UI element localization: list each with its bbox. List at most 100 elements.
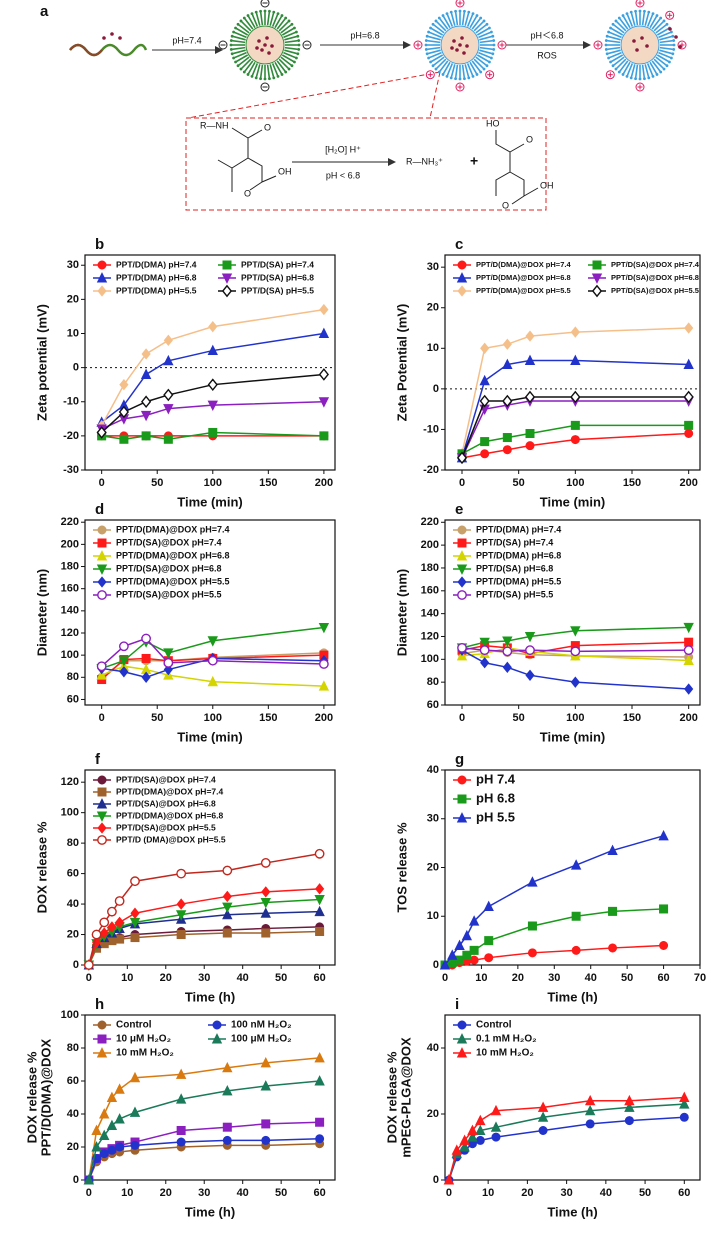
- micelle-chain: [430, 27, 444, 36]
- x-tick-label: 200: [679, 477, 697, 489]
- series-line: [461, 400, 689, 459]
- marker: [119, 379, 129, 391]
- legend-label: PPT/D(DMA) pH=6.8: [476, 550, 561, 560]
- marker: [480, 437, 490, 447]
- micelle-head: [659, 16, 663, 20]
- marker: [141, 395, 152, 409]
- micelle-head: [272, 76, 276, 80]
- micelle-head: [665, 22, 669, 26]
- marker: [83, 1174, 95, 1185]
- series-line: [101, 373, 324, 434]
- marker: [490, 1104, 502, 1116]
- arrow-label: pH=6.8: [350, 30, 379, 40]
- micelle-chain: [655, 56, 668, 67]
- legend-marker: [591, 273, 603, 284]
- marker: [684, 428, 694, 438]
- micelle-chain: [471, 17, 482, 30]
- marker: [570, 420, 580, 430]
- x-tick-label: 60: [313, 972, 325, 984]
- marker: [537, 1101, 549, 1112]
- legend-marker: [96, 1047, 108, 1058]
- micelle-chain: [231, 39, 246, 44]
- y-tick-label: 20: [67, 293, 79, 305]
- marker: [683, 645, 694, 656]
- micelle-chain: [653, 58, 665, 70]
- legend-label: pH 5.5: [476, 809, 515, 824]
- product-bonds: [495, 130, 539, 205]
- marker: [490, 1121, 502, 1132]
- legend-label: 10 μM H₂O₂: [116, 1034, 171, 1045]
- x-axis-title: Time (h): [547, 989, 597, 1004]
- legend-label: PPT/D(SA)@DOX pH=5.5: [611, 286, 699, 295]
- legend-marker: [97, 775, 107, 785]
- micelle-chain: [641, 11, 646, 26]
- legend-marker: [457, 525, 467, 535]
- marker: [99, 1108, 110, 1119]
- marker: [502, 636, 513, 647]
- y-axis-title: Diameter (nm): [394, 569, 409, 656]
- y-tick-label: 40: [427, 764, 439, 776]
- marker: [315, 1134, 325, 1144]
- marker: [525, 428, 535, 438]
- micelle-head: [458, 9, 462, 13]
- micelle-head: [655, 14, 659, 17]
- legend-label: pH 6.8: [476, 790, 515, 805]
- marker: [130, 907, 140, 919]
- legend-marker: [456, 1047, 468, 1058]
- micelle: [218, 0, 312, 92]
- legend-marker: [97, 260, 107, 270]
- legend-label: PPT/D (DMA)@DOX pH=5.5: [116, 834, 226, 844]
- series-line: [461, 647, 689, 662]
- y-tick-label: 160: [421, 585, 439, 597]
- legend-label: 10 mM H₂O₂: [116, 1048, 174, 1059]
- chart: b -30 -20 -10 0 10 20 30 0 50 100 150 200 Time (min) Z…: [34, 236, 336, 509]
- micelle-chain: [644, 11, 650, 26]
- marker: [140, 368, 152, 379]
- micelle-head: [490, 30, 493, 34]
- plot-frame: [84, 769, 336, 966]
- micelle-chain: [466, 63, 474, 77]
- micelle-head: [614, 67, 618, 71]
- legend-marker: [97, 1034, 107, 1044]
- micelle-head: [614, 19, 618, 23]
- micelle-head: [621, 14, 625, 17]
- panel-label: d: [95, 501, 104, 518]
- legend-label: PPT/D(SA)@DOX pH=6.8: [116, 798, 216, 808]
- marker: [659, 904, 669, 914]
- plot-frame: [84, 254, 336, 471]
- micelle-head: [611, 22, 615, 26]
- legend-marker: [456, 272, 468, 283]
- marker: [679, 1091, 690, 1102]
- marker: [163, 434, 173, 444]
- legend-label: PPT/D(DMA)@DOX pH=7.4: [116, 524, 230, 534]
- marker: [115, 916, 125, 929]
- panel-label: b: [95, 236, 104, 253]
- y-axis-title: Zeta potential (mV): [34, 304, 49, 421]
- micelle-head: [492, 39, 496, 42]
- marker: [459, 1134, 470, 1145]
- drug: [450, 46, 454, 50]
- product-amine: R—NH₃⁺: [406, 156, 443, 166]
- marker: [207, 378, 218, 391]
- series-line: [461, 327, 689, 454]
- drug: [640, 36, 644, 40]
- drug: [257, 39, 261, 43]
- panel-label: a: [40, 3, 49, 20]
- marker: [315, 926, 325, 936]
- micelle-chain: [284, 49, 299, 55]
- marker: [584, 1094, 596, 1106]
- micelle-chain: [475, 56, 488, 67]
- drug: [260, 48, 264, 52]
- marker: [608, 906, 618, 916]
- micelle-head: [441, 73, 445, 76]
- micelle-chain: [237, 23, 250, 34]
- panel-label: g: [455, 751, 464, 768]
- x-axis-title: Time (min): [177, 494, 243, 509]
- legend-label: PPT/D(DMA) pH=6.8: [116, 272, 197, 282]
- micelle-chain: [442, 61, 451, 75]
- y-tick-label: 10: [427, 910, 439, 922]
- micelle-head: [297, 48, 301, 51]
- marker: [118, 641, 129, 652]
- marker: [624, 1116, 634, 1126]
- micelle-chain: [656, 27, 670, 36]
